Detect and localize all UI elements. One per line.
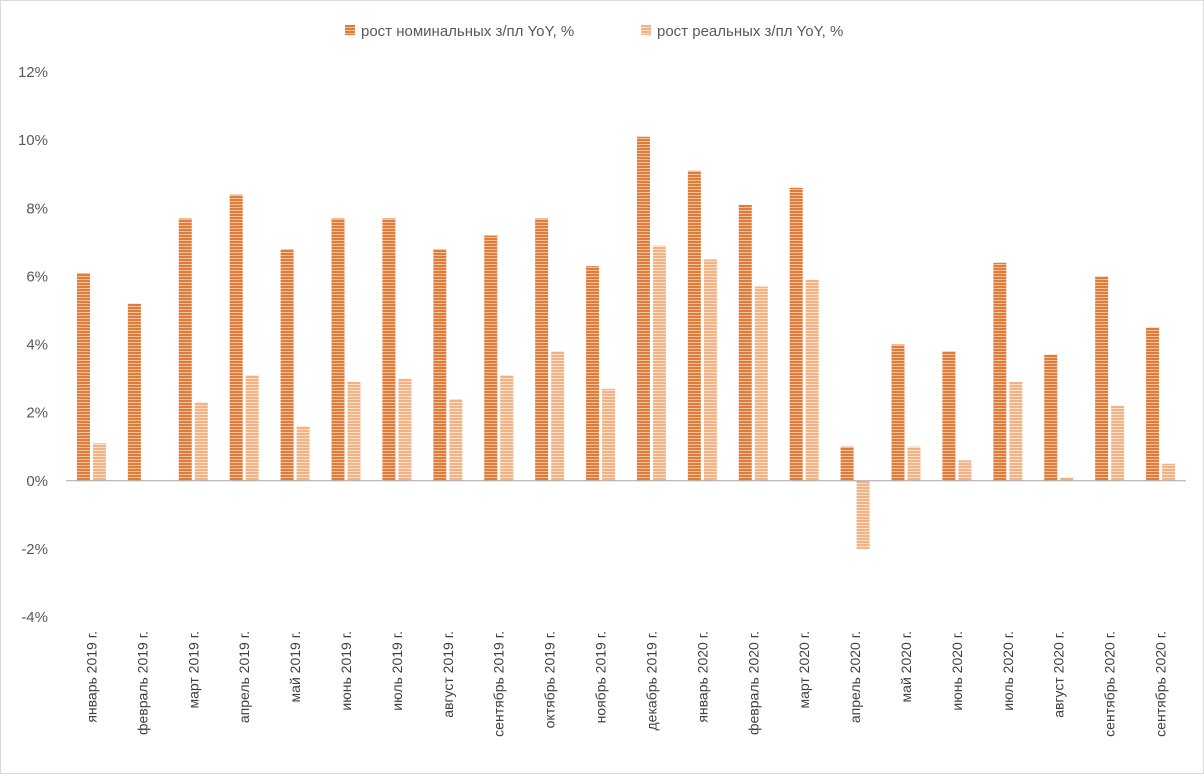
bar-series-1 — [652, 245, 666, 481]
x-tick-label: март 2019 г. — [185, 631, 201, 709]
bar-series-0 — [280, 249, 294, 481]
x-tick-label: январь 2019 г. — [83, 631, 99, 723]
y-tick-label: -4% — [21, 609, 48, 626]
y-tick-label: 12% — [18, 64, 48, 81]
bar-series-0 — [76, 272, 90, 481]
bar-series-0 — [382, 218, 396, 481]
y-tick-label: 6% — [26, 268, 48, 285]
bar-series-1 — [1162, 463, 1176, 481]
x-tick-label: декабрь 2019 г. — [643, 631, 659, 730]
bar-series-1 — [1060, 477, 1074, 481]
x-tick-label: ноябрь 2019 г. — [593, 631, 609, 723]
legend-label-0: рост номинальных з/пл YoY, % — [361, 23, 574, 40]
y-tick-label: 8% — [26, 200, 48, 217]
bar-series-0 — [127, 303, 141, 481]
bar-series-1 — [907, 446, 921, 481]
bar-series-1 — [958, 460, 972, 481]
bar-series-0 — [331, 218, 345, 481]
bar-series-0 — [840, 446, 854, 481]
x-tick-label: апрель 2019 г. — [236, 631, 252, 723]
x-tick-label: май 2019 г. — [287, 631, 303, 702]
x-tick-label: июнь 2019 г. — [338, 631, 354, 711]
y-tick-label: -2% — [21, 541, 48, 558]
bar-series-0 — [738, 204, 752, 481]
x-tick-label: октябрь 2019 г. — [542, 631, 558, 728]
x-tick-label: август 2019 г. — [440, 631, 456, 718]
bar-series-0 — [942, 351, 956, 481]
bar-series-0 — [789, 187, 803, 481]
bar-series-0 — [178, 218, 192, 481]
bar-series-1 — [856, 480, 870, 549]
bar-series-0 — [229, 194, 243, 481]
bar-series-0 — [1044, 354, 1058, 481]
x-tick-label: август 2020 г. — [1051, 631, 1067, 718]
bar-series-1 — [92, 443, 106, 481]
y-tick-label: 2% — [26, 405, 48, 422]
x-tick-label: май 2020 г. — [898, 631, 914, 702]
bar-series-1 — [398, 378, 412, 481]
x-tick-label: февраль 2019 г. — [134, 631, 150, 735]
bar-series-0 — [687, 170, 701, 481]
x-tick-label: апрель 2020 г. — [847, 631, 863, 723]
y-tick-label: 10% — [18, 132, 48, 149]
x-tick-label: январь 2020 г. — [694, 631, 710, 723]
legend-label-1: рост реальных з/пл YoY, % — [657, 23, 843, 40]
bar-series-0 — [1146, 327, 1160, 481]
bar-series-1 — [551, 351, 565, 481]
legend-swatch-1 — [641, 25, 651, 35]
x-tick-label: март 2020 г. — [796, 631, 812, 709]
bar-series-0 — [993, 262, 1007, 481]
y-axis: -4% -2% 0% 2% 4% 6% 8% 10% 12% — [18, 64, 48, 626]
bar-series-1 — [602, 388, 616, 481]
y-tick-label: 4% — [26, 337, 48, 354]
x-tick-label: июль 2019 г. — [389, 631, 405, 711]
bar-series-1 — [805, 279, 819, 481]
x-tick-label: июнь 2020 г. — [949, 631, 965, 711]
bar-series-1 — [449, 399, 463, 481]
x-tick-label: февраль 2020 г. — [745, 631, 761, 735]
bar-series-1 — [296, 426, 310, 481]
bar-series-0 — [636, 136, 650, 481]
bar-series-0 — [891, 344, 905, 481]
x-tick-label: сентябрь 2020 г. — [1153, 631, 1169, 737]
legend-swatch-0 — [345, 25, 355, 35]
x-tick-label: сентябрь 2020 г. — [1102, 631, 1118, 737]
x-axis: январь 2019 г. февраль 2019 г. март 2019 г… — [83, 631, 1168, 737]
bar-series-0 — [433, 249, 447, 481]
bars-group — [76, 136, 1176, 549]
bar-series-1 — [500, 375, 514, 481]
bar-series-1 — [703, 259, 717, 481]
bar-series-0 — [586, 266, 600, 481]
bar-series-0 — [484, 235, 498, 481]
chart-legend: рост номинальных з/пл YoY, % рост реальны… — [345, 23, 843, 40]
bar-series-1 — [754, 286, 768, 481]
bar-series-0 — [535, 218, 549, 481]
x-tick-label: июль 2020 г. — [1000, 631, 1016, 711]
y-tick-label: 0% — [26, 473, 48, 490]
x-tick-label: сентябрь 2019 г. — [491, 631, 507, 737]
bar-series-0 — [1095, 276, 1109, 481]
bar-series-1 — [1009, 381, 1023, 481]
bar-series-1 — [245, 375, 259, 481]
bar-series-1 — [347, 381, 361, 481]
bar-series-1 — [1111, 405, 1125, 481]
bar-series-1 — [194, 402, 208, 481]
